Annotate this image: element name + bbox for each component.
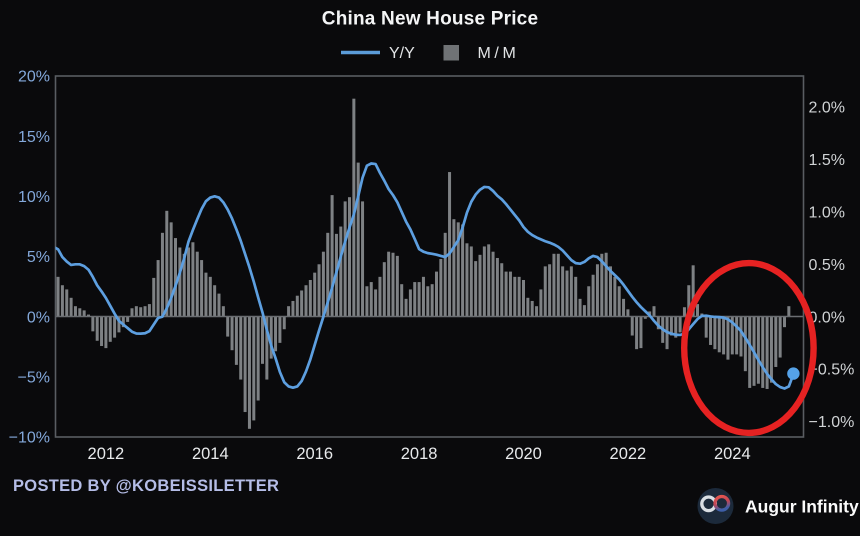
- svg-text:10%: 10%: [18, 189, 50, 206]
- svg-text:2014: 2014: [192, 445, 229, 463]
- svg-text:2016: 2016: [296, 445, 333, 463]
- svg-text:Y/Y: Y/Y: [389, 45, 415, 62]
- svg-text:−0.5%: −0.5%: [809, 362, 855, 379]
- svg-text:1.0%: 1.0%: [809, 205, 845, 222]
- svg-text:1.5%: 1.5%: [809, 152, 845, 169]
- svg-text:M/M: M/M: [478, 45, 520, 62]
- svg-text:−5%: −5%: [18, 369, 50, 386]
- svg-text:15%: 15%: [18, 129, 50, 146]
- svg-text:Augur Infinity: Augur Infinity: [745, 497, 859, 517]
- svg-text:5%: 5%: [27, 249, 50, 266]
- svg-text:0%: 0%: [27, 309, 50, 326]
- svg-text:2022: 2022: [610, 445, 647, 463]
- svg-text:2018: 2018: [401, 445, 438, 463]
- svg-text:2012: 2012: [88, 445, 125, 463]
- svg-text:2.0%: 2.0%: [809, 100, 845, 117]
- svg-text:China New House Price: China New House Price: [322, 9, 538, 30]
- svg-text:20%: 20%: [18, 69, 50, 86]
- svg-text:2020: 2020: [505, 445, 542, 463]
- svg-text:0.0%: 0.0%: [809, 309, 845, 326]
- svg-text:−1.0%: −1.0%: [809, 414, 855, 431]
- svg-text:POSTED BY @KOBEISSILETTER: POSTED BY @KOBEISSILETTER: [13, 477, 279, 495]
- svg-text:−10%: −10%: [9, 430, 50, 447]
- svg-text:2024: 2024: [714, 445, 751, 463]
- svg-text:0.5%: 0.5%: [809, 257, 845, 274]
